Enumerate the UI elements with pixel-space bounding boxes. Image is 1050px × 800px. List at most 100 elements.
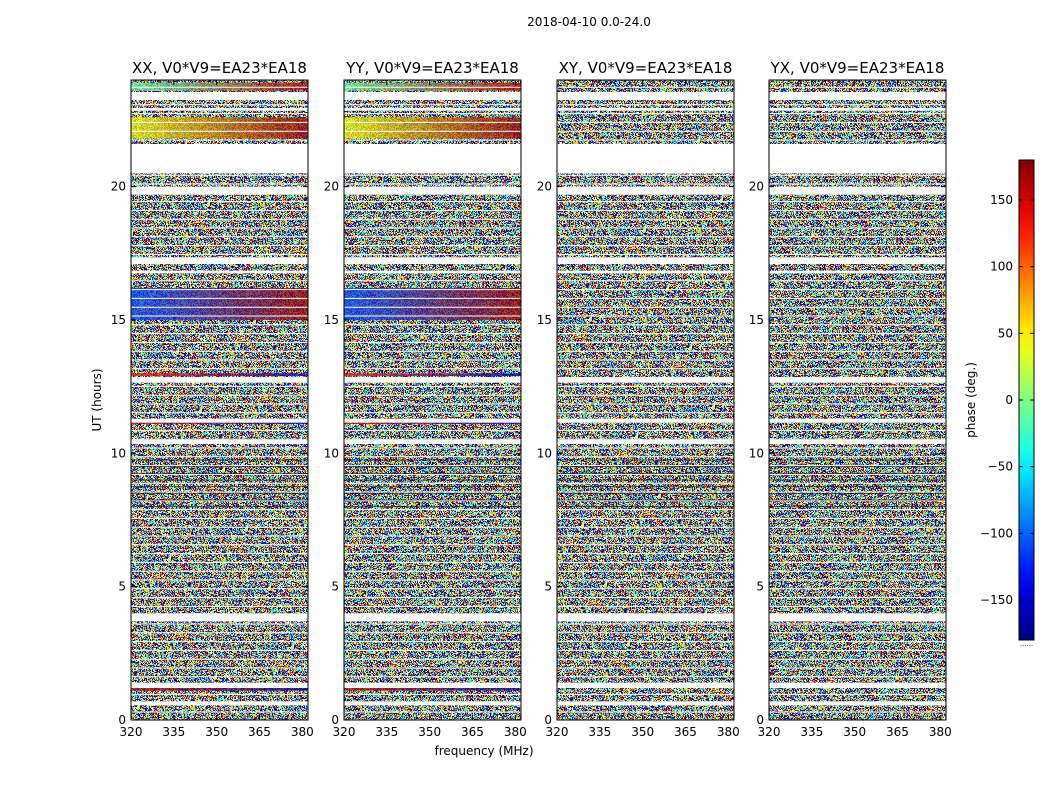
colorbar-tick-label: 150 bbox=[990, 193, 1013, 207]
flagged-gap bbox=[769, 440, 946, 444]
flagged-gap bbox=[769, 613, 946, 622]
flagged-gap bbox=[344, 440, 521, 444]
coherent-phase-band bbox=[131, 688, 308, 691]
coherent-phase-band bbox=[344, 117, 521, 139]
flagged-gap bbox=[557, 186, 734, 195]
coherent-phase-band bbox=[131, 421, 308, 424]
flagged-gap bbox=[557, 257, 734, 264]
y-tick-label: 15 bbox=[111, 313, 126, 327]
panel-yx: YX, V0*V9=EA23*EA18 320 335 350 365 380 0 5 10 15… bbox=[749, 59, 952, 739]
x-tick-label: 320 bbox=[758, 725, 781, 739]
y-tick-label: 5 bbox=[331, 580, 339, 594]
y-tick-label: 20 bbox=[324, 180, 339, 194]
x-tick-label: 380 bbox=[717, 725, 740, 739]
flagged-gap bbox=[344, 613, 521, 622]
coherent-phase-band bbox=[344, 421, 521, 424]
coherent-phase-band bbox=[131, 117, 308, 139]
x-tick-label: 320 bbox=[120, 725, 143, 739]
x-tick-label: 380 bbox=[929, 725, 952, 739]
colorbar-extra-label: ...... bbox=[1020, 640, 1033, 648]
x-tick-label: 365 bbox=[886, 725, 909, 739]
colorbar-tick-label: 100 bbox=[990, 260, 1013, 274]
colorbar-tick-label: 0 bbox=[1005, 393, 1013, 407]
x-tick-label: 380 bbox=[291, 725, 314, 739]
axes-frame bbox=[343, 79, 522, 721]
flagged-gap bbox=[131, 418, 308, 423]
flagged-gap bbox=[344, 186, 521, 195]
x-tick-label: 335 bbox=[588, 725, 611, 739]
figure-suptitle: 2018-04-10 0.0-24.0 bbox=[527, 15, 651, 29]
x-tick-label: 365 bbox=[674, 725, 697, 739]
colorbar-tick-label: −50 bbox=[988, 460, 1013, 474]
x-tick-label: 350 bbox=[843, 725, 866, 739]
flagged-gap bbox=[131, 257, 308, 264]
colorbar-label: phase (deg.) bbox=[964, 362, 978, 438]
flagged-gap bbox=[344, 257, 521, 264]
x-tick-label: 335 bbox=[162, 725, 185, 739]
flagged-gap bbox=[557, 613, 734, 622]
coherent-phase-band bbox=[344, 82, 521, 91]
colorbar-tick-label: −150 bbox=[980, 593, 1013, 607]
x-tick-label: 350 bbox=[418, 725, 441, 739]
y-tick-label: 15 bbox=[749, 313, 764, 327]
coherent-phase-band bbox=[344, 373, 521, 376]
panel-title: XX, V0*V9=EA23*EA18 bbox=[132, 59, 307, 77]
x-tick-label: 335 bbox=[800, 725, 823, 739]
flagged-gap bbox=[131, 108, 308, 111]
colorbar-tick-label: −100 bbox=[980, 526, 1013, 540]
x-tick-label: 320 bbox=[333, 725, 356, 739]
x-tick-label: 365 bbox=[248, 725, 271, 739]
flagged-gap bbox=[769, 257, 946, 264]
x-tick-label: 350 bbox=[631, 725, 654, 739]
y-tick-label: 10 bbox=[537, 446, 552, 460]
x-tick-label: 380 bbox=[504, 725, 527, 739]
coherent-phase-band bbox=[131, 288, 308, 320]
y-tick-label: 10 bbox=[111, 446, 126, 460]
colorbar: 150 100 50 0 −50 −100 −150 phase (deg.)...... bbox=[964, 159, 1035, 648]
coherent-phase-band bbox=[131, 82, 308, 91]
y-tick-label: 0 bbox=[756, 713, 764, 727]
x-axis-label: frequency (MHz) bbox=[434, 744, 533, 758]
panel-title: XY, V0*V9=EA23*EA18 bbox=[559, 59, 733, 77]
x-tick-label: 320 bbox=[546, 725, 569, 739]
axes-frame bbox=[768, 79, 947, 721]
x-tick-label: 365 bbox=[461, 725, 484, 739]
y-tick-label: 20 bbox=[111, 180, 126, 194]
panel-title: YY, V0*V9=EA23*EA18 bbox=[345, 59, 519, 77]
flagged-gap bbox=[344, 377, 521, 383]
y-axis-label: UT (hours) bbox=[90, 368, 104, 431]
coherent-phase-band bbox=[131, 373, 308, 376]
flagged-gap bbox=[557, 440, 734, 444]
panel-xy: XY, V0*V9=EA23*EA18 320 335 350 365 380 0 5 10 15… bbox=[537, 59, 740, 739]
flagged-gap bbox=[131, 440, 308, 444]
x-tick-label: 335 bbox=[375, 725, 398, 739]
y-tick-label: 5 bbox=[118, 580, 126, 594]
y-tick-label: 15 bbox=[537, 313, 552, 327]
flagged-gap bbox=[769, 418, 946, 423]
y-tick-label: 10 bbox=[749, 446, 764, 460]
panel-xx: XX, V0*V9=EA23*EA18 320 335 350 365 380 0 5 10 15… bbox=[111, 59, 314, 739]
y-tick-label: 0 bbox=[331, 713, 339, 727]
flagged-gap bbox=[344, 418, 521, 423]
y-tick-label: 0 bbox=[544, 713, 552, 727]
y-tick-label: 20 bbox=[537, 180, 552, 194]
flagged-gap bbox=[131, 613, 308, 622]
y-tick-label: 0 bbox=[118, 713, 126, 727]
panel-yy: YY, V0*V9=EA23*EA18 320 335 350 365 380 0 5 10 15… bbox=[324, 59, 527, 739]
axes-frame bbox=[556, 79, 735, 721]
flagged-gap bbox=[557, 418, 734, 423]
flagged-gap bbox=[769, 186, 946, 195]
coherent-phase-band bbox=[344, 288, 521, 320]
x-tick-label: 350 bbox=[205, 725, 228, 739]
colorbar-tick-label: 50 bbox=[998, 326, 1013, 340]
flagged-gap bbox=[557, 108, 734, 111]
y-tick-label: 10 bbox=[324, 446, 339, 460]
coherent-phase-band bbox=[344, 688, 521, 691]
flagged-gap bbox=[557, 377, 734, 383]
flagged-gap bbox=[769, 377, 946, 383]
flagged-gap bbox=[769, 108, 946, 111]
flagged-gap bbox=[131, 377, 308, 383]
y-tick-label: 15 bbox=[324, 313, 339, 327]
y-tick-label: 5 bbox=[544, 580, 552, 594]
